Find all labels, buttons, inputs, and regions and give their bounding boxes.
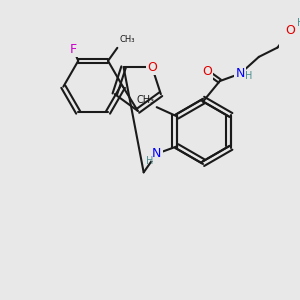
Text: F: F	[70, 43, 77, 56]
Text: H: H	[146, 156, 154, 166]
Text: O: O	[147, 61, 157, 74]
Text: N: N	[152, 147, 161, 160]
Text: H: H	[297, 18, 300, 28]
Text: CH₃: CH₃	[137, 95, 155, 105]
Text: N: N	[236, 67, 245, 80]
Text: O: O	[286, 24, 296, 37]
Text: CH₃: CH₃	[119, 35, 135, 44]
Text: O: O	[202, 65, 212, 78]
Text: H: H	[245, 71, 252, 81]
